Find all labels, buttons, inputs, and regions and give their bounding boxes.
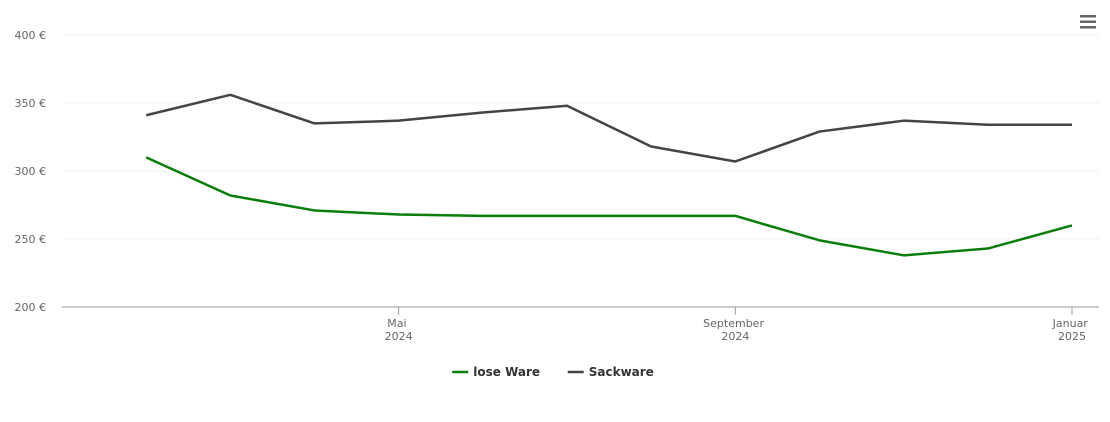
menu-bar (1080, 26, 1096, 29)
series-line (145, 93, 1072, 163)
legend-label: Sackware (589, 365, 654, 379)
legend-item[interactable]: Sackware (567, 365, 654, 379)
y-tick-label: 250 € (15, 233, 47, 246)
series-line (145, 156, 1073, 257)
x-tick-label: Mai 2024 (385, 317, 413, 343)
y-tick-label: 300 € (15, 165, 47, 178)
legend-label: lose Ware (473, 365, 540, 379)
menu-bar (1080, 15, 1096, 18)
legend-item[interactable]: lose Ware (452, 365, 540, 379)
x-tick-label: September 2024 (703, 317, 767, 343)
y-tick-label: 400 € (15, 29, 47, 42)
y-tick-label: 350 € (15, 97, 47, 110)
menu-bar (1080, 20, 1096, 23)
menu-icon[interactable] (1080, 15, 1096, 29)
x-tick-label: Januar 2025 (1052, 317, 1092, 343)
y-tick-label: 200 € (15, 301, 47, 314)
